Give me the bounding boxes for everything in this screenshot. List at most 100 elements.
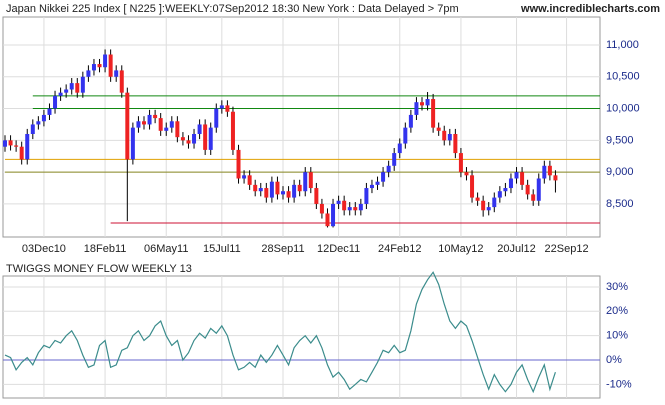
candle-body [41,114,46,122]
candle-body [203,124,208,150]
chart-title: Japan Nikkei 225 Index [ N225 ]:WEEKLY:0… [6,3,459,15]
candle-body [286,191,291,198]
candle-body [192,133,197,144]
candle-body [431,99,436,128]
candle-body [53,95,58,109]
x-tick-label: 15Jul11 [203,243,241,255]
y-tick-label: 9,000 [606,166,634,178]
x-tick-label: 28Sep11 [261,243,304,255]
candle-body [547,165,552,176]
candle-body [119,70,124,93]
candle-body [319,203,324,214]
candle-body [36,121,41,125]
candle-body [508,178,513,189]
candle-body [342,200,347,211]
candle-body [19,146,24,160]
candle-body [331,203,336,227]
candle-body [208,127,213,150]
candle-body [470,175,475,198]
candle-body [158,118,163,131]
x-tick-label: 10May12 [438,243,483,255]
candle-body [108,54,113,77]
candle-body [492,197,497,208]
candle-body [269,181,274,198]
candle-body [103,54,108,68]
y-tick-label: 10,000 [606,102,640,114]
candle-body [253,184,258,192]
indicator-title: TWIGGS MONEY FLOW WEEKLY 13 [6,263,192,275]
candle-body [14,145,19,147]
candle-body [236,149,241,179]
candle-body [153,114,158,119]
candle-body [164,127,169,131]
candle-body [397,143,402,154]
candle-body [531,194,536,201]
candle-body [130,127,135,160]
y-tick-label: 10,500 [606,71,640,83]
candle-body [314,188,319,204]
candle-body [281,191,285,195]
candle-body [364,188,369,204]
y-tick-label: 30% [606,281,628,293]
candle-body [275,181,280,195]
candle-body [369,184,374,189]
candle-body [225,105,230,112]
candle-body [353,207,358,211]
candle-body [230,111,235,150]
candle-body [292,184,297,198]
candle-body [403,127,408,144]
candle-body [197,124,202,134]
plot-area [2,275,601,399]
candle-body [142,121,146,125]
candle-body [242,175,247,179]
y-tick-label: -10% [606,378,632,390]
candle-body [169,121,174,128]
indicator-line [4,271,556,394]
candle-body [458,153,463,173]
y-tick-label: 9,500 [606,134,634,146]
candle-body [91,64,96,71]
y-tick-label: 0% [606,354,622,366]
x-tick-label: 24Feb12 [378,243,421,255]
candle-body [436,127,441,131]
candle-body [8,140,13,146]
candle-body [97,64,102,68]
candle-body [525,184,530,195]
candle-body [375,181,380,185]
candle-body [186,140,191,144]
candle-body [25,133,30,160]
candle-body [514,172,519,179]
candle-body [214,108,219,128]
candle-body [520,172,525,185]
candle-body [420,102,424,106]
candle-body [408,114,413,128]
candle-body [414,102,419,115]
candle-body [503,188,508,192]
candle-body [325,213,330,227]
candle-body [497,191,502,198]
candle-body [303,172,308,192]
candle-body [308,172,313,189]
x-tick-label: 22Sep12 [545,243,589,255]
candle-body [486,207,491,211]
candle-body [30,124,35,134]
candle-body [264,188,269,198]
candle-body [247,175,252,185]
plot-area [2,16,601,238]
candle-body [447,133,452,141]
candle-body [481,200,486,211]
x-tick-label: 12Dec11 [317,243,360,255]
x-tick-label: 20Jul12 [497,243,536,255]
candle-body [80,76,85,93]
candle-body [136,121,141,128]
candle-body [392,153,397,166]
y-tick-label: 20% [606,305,628,317]
candle-body [425,99,430,106]
candle-body [64,89,69,93]
candle-body [125,92,130,160]
y-tick-label: 8,500 [606,198,634,210]
candle-body [358,203,363,211]
candle-body [347,207,352,211]
candle-body [553,175,558,181]
